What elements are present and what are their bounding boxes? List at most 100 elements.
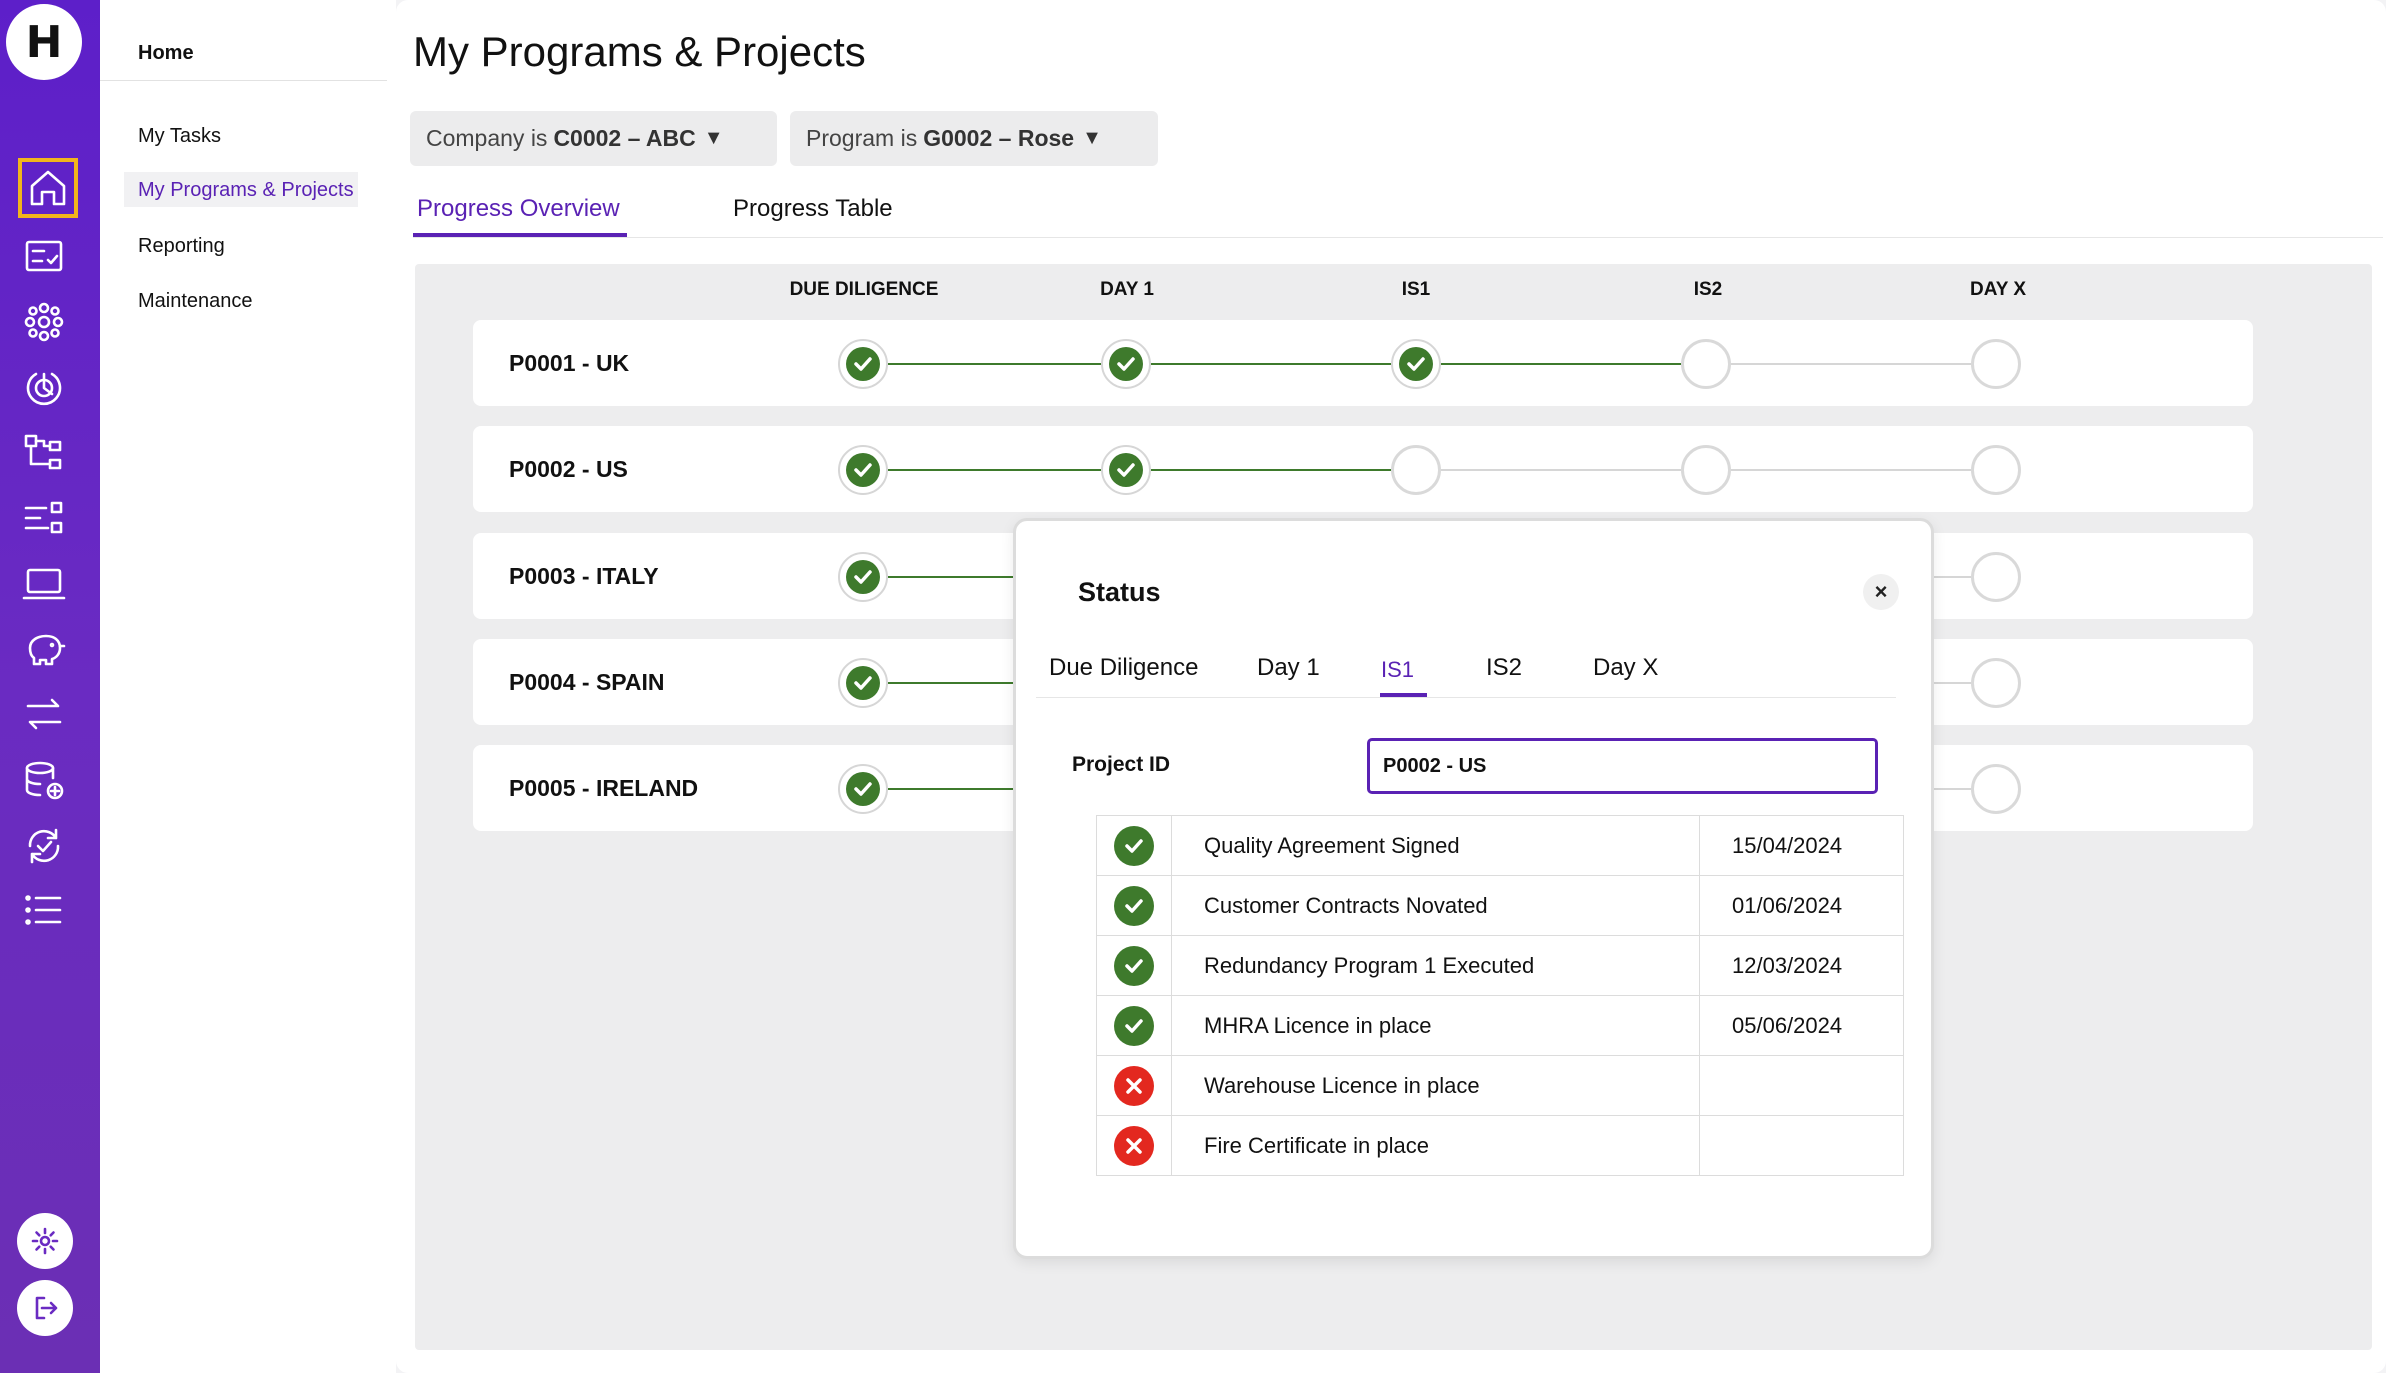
piggy-bank-icon[interactable] <box>18 622 70 674</box>
status-row: Customer Contracts Novated 01/06/2024 <box>1096 875 1904 936</box>
modal-tab-is1[interactable]: IS1 <box>1381 657 1415 682</box>
check-circle-icon <box>1114 885 1154 926</box>
status-cell-icon <box>1096 995 1172 1056</box>
list-icon[interactable] <box>18 884 70 936</box>
milestone-pending-icon[interactable] <box>1971 764 2021 814</box>
modal-tab-due-diligence[interactable]: Due Diligence <box>1049 654 1199 681</box>
status-row: Fire Certificate in place <box>1096 1115 1904 1176</box>
program-filter[interactable]: Program is G0002 – Rose ▼ <box>790 111 1158 166</box>
milestone-header: DAY X <box>1970 279 2026 300</box>
project-name: P0005 - IRELAND <box>509 775 699 801</box>
milestone-complete-icon[interactable] <box>838 764 888 814</box>
tab-progress-overview[interactable]: Progress Overview <box>417 195 620 222</box>
milestone-connector <box>1441 469 1681 471</box>
modal-tab-day-x[interactable]: Day X <box>1593 654 1659 681</box>
milestone-connector <box>1151 469 1391 471</box>
filter-list-icon[interactable] <box>18 492 70 544</box>
tab-progress-table[interactable]: Progress Table <box>733 195 893 222</box>
active-tab-indicator <box>413 233 627 237</box>
status-item-date <box>1699 1115 1904 1176</box>
project-name: P0003 - ITALY <box>509 563 659 589</box>
sidebar-item-maintenance[interactable]: Maintenance <box>138 290 253 312</box>
milestone-complete-icon[interactable] <box>838 445 888 495</box>
sync-check-icon[interactable] <box>18 820 70 872</box>
milestone-complete-icon[interactable] <box>838 339 888 389</box>
check-circle-icon <box>1114 825 1154 866</box>
milestone-complete-icon[interactable] <box>1101 445 1151 495</box>
project-name: P0001 - UK <box>509 350 630 376</box>
modal-tab-is2[interactable]: IS2 <box>1486 654 1523 681</box>
milestone-pending-icon[interactable] <box>1681 445 1731 495</box>
hierarchy-icon[interactable] <box>18 426 70 478</box>
sidebar: Home My Tasks My Programs & Projects Rep… <box>100 0 396 1373</box>
modal-active-tab-indicator <box>1380 693 1427 697</box>
status-item-date: 12/03/2024 <box>1699 935 1904 996</box>
progress-icon[interactable] <box>18 362 70 414</box>
milestone-connector <box>1731 363 1971 365</box>
status-item-label: Redundancy Program 1 Executed <box>1171 935 1700 996</box>
milestone-pending-icon[interactable] <box>1971 552 2021 602</box>
milestone-header: IS1 <box>1401 279 1431 300</box>
project-name: P0002 - US <box>509 456 628 482</box>
sidebar-item-reporting[interactable]: Reporting <box>138 235 225 257</box>
project-id-field[interactable]: P0002 - US <box>1367 738 1878 794</box>
milestone-complete-icon[interactable] <box>838 658 888 708</box>
milestone-connector <box>888 469 1101 471</box>
tab-divider <box>413 237 2383 238</box>
milestone-connector <box>888 363 1101 365</box>
milestone-pending-icon[interactable] <box>1681 339 1731 389</box>
status-item-date <box>1699 1055 1904 1116</box>
milestone-header: IS2 <box>1693 279 1723 300</box>
milestone-connector <box>1441 363 1681 365</box>
milestone-pending-icon[interactable] <box>1971 658 2021 708</box>
laptop-icon[interactable] <box>18 558 70 610</box>
milestone-complete-icon[interactable] <box>1101 339 1151 389</box>
milestone-pending-icon[interactable] <box>1391 445 1441 495</box>
milestone-pending-icon[interactable] <box>1971 445 2021 495</box>
status-cell-icon <box>1096 935 1172 996</box>
status-table: Quality Agreement Signed 15/04/2024 Custom… <box>1096 815 1904 1176</box>
tasks-icon[interactable] <box>18 230 70 282</box>
settings-icon[interactable] <box>17 1213 73 1269</box>
sidebar-item-my-programs-projects[interactable]: My Programs & Projects <box>138 179 354 201</box>
milestone-pending-icon[interactable] <box>1971 339 2021 389</box>
milestone-header: DUE DILIGENCE <box>789 279 939 300</box>
status-item-date: 15/04/2024 <box>1699 815 1904 876</box>
milestone-complete-icon[interactable] <box>1391 339 1441 389</box>
milestone-connector <box>888 788 1101 790</box>
modal-tab-divider <box>1036 697 1896 698</box>
database-add-icon[interactable] <box>18 754 70 806</box>
modal-title: Status <box>1078 577 1161 607</box>
status-item-date: 01/06/2024 <box>1699 875 1904 936</box>
sidebar-item-my-tasks[interactable]: My Tasks <box>138 125 221 147</box>
logout-icon[interactable] <box>17 1280 73 1336</box>
status-item-label: Fire Certificate in place <box>1171 1115 1700 1176</box>
status-cell-icon <box>1096 1115 1172 1176</box>
app-logo[interactable]: H <box>6 4 82 80</box>
status-item-date: 05/06/2024 <box>1699 995 1904 1056</box>
company-filter-value: C0002 – ABC <box>553 125 696 151</box>
check-circle-icon <box>1114 945 1154 986</box>
transfer-icon[interactable] <box>18 688 70 740</box>
status-row: Redundancy Program 1 Executed 12/03/2024 <box>1096 935 1904 996</box>
status-item-label: MHRA Licence in place <box>1171 995 1700 1056</box>
milestone-complete-icon[interactable] <box>838 552 888 602</box>
status-cell-icon <box>1096 875 1172 936</box>
modal-tab-day-1[interactable]: Day 1 <box>1257 654 1320 681</box>
home-icon[interactable] <box>18 158 78 218</box>
network-icon[interactable] <box>18 296 70 348</box>
cross-circle-icon <box>1114 1065 1154 1106</box>
close-icon[interactable]: × <box>1863 574 1899 610</box>
status-row: Quality Agreement Signed 15/04/2024 <box>1096 815 1904 876</box>
sidebar-item-active-bg <box>124 172 358 207</box>
company-filter[interactable]: Company is C0002 – ABC ▼ <box>410 111 777 166</box>
status-item-label: Warehouse Licence in place <box>1171 1055 1700 1116</box>
milestone-connector <box>1731 469 1971 471</box>
project-name: P0004 - SPAIN <box>509 669 665 695</box>
check-circle-icon <box>1114 1005 1154 1046</box>
status-item-label: Customer Contracts Novated <box>1171 875 1700 936</box>
program-filter-value: G0002 – Rose <box>923 125 1075 151</box>
sidebar-item-home[interactable]: Home <box>138 42 194 64</box>
milestone-connector <box>888 682 1101 684</box>
status-cell-icon <box>1096 815 1172 876</box>
